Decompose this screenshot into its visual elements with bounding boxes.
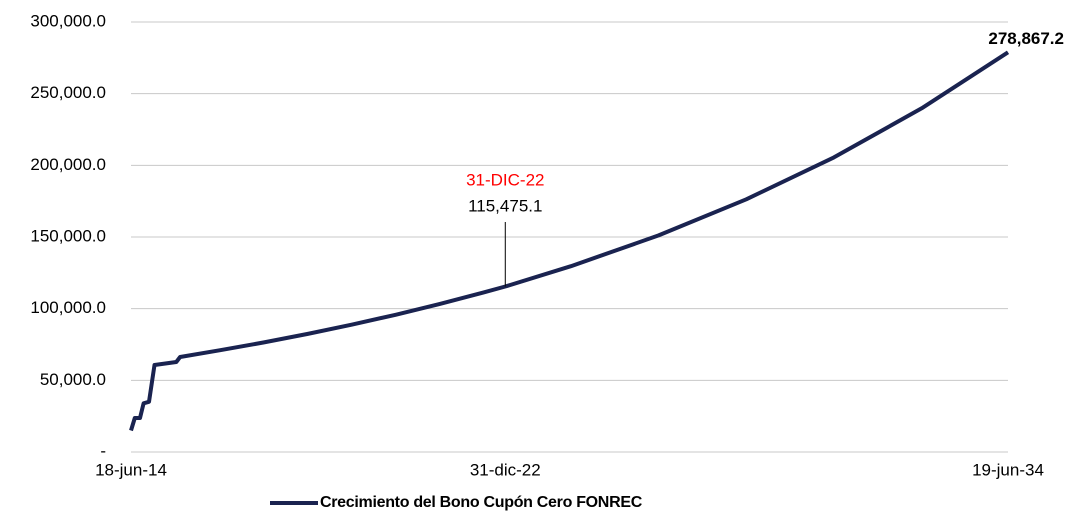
end-label: 278,867.2 [988, 29, 1064, 48]
x-tick-label: 19-jun-34 [972, 460, 1044, 479]
y-tick-label: 50,000.0 [40, 370, 106, 389]
y-tick-label: 100,000.0 [30, 298, 106, 317]
annotation-date: 31-DIC-22 [466, 170, 544, 189]
annotation-value: 115,475.1 [468, 196, 542, 215]
y-tick-label: - [100, 441, 106, 460]
y-tick-label: 250,000.0 [30, 83, 106, 102]
x-tick-label: 18-jun-14 [95, 460, 167, 479]
x-tick-label: 31-dic-22 [470, 460, 541, 479]
y-tick-label: 150,000.0 [30, 226, 106, 245]
y-tick-label: 200,000.0 [30, 155, 106, 174]
y-tick-label: 300,000.0 [30, 11, 106, 30]
legend-label: Crecimiento del Bono Cupón Cero FONREC [320, 494, 643, 511]
data-line [129, 50, 1010, 432]
